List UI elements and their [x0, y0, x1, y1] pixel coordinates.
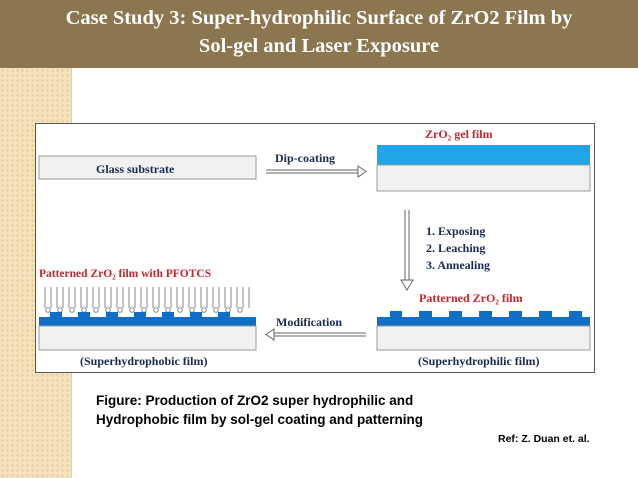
slide-title-line-2: Sol-gel and Laser Exposure [198, 35, 440, 57]
reference-text: Ref: Z. Duan et. al. [498, 433, 590, 445]
gel-film-substrate [376, 164, 591, 192]
gel-film-layer [377, 145, 590, 165]
modification-arrow-icon [265, 328, 366, 341]
superhydrophobic-label: (Superhydrophobic film) [80, 354, 208, 368]
patterned-film-right [376, 311, 591, 351]
caption-line-1: Figure: Production of ZrO2 super hydroph… [96, 393, 414, 408]
pfotcs-film-label: Patterned ZrO₂ film with PFOTCS [39, 268, 212, 280]
dip-coating-label: Dip-coating [275, 151, 335, 165]
glass-substrate-label: Glass substrate [96, 162, 175, 176]
slide-title: Case Study 3: Super-hydrophilic Surface … [0, 4, 638, 60]
step-leaching: 2. Leaching [426, 241, 486, 255]
glass-substrate-block [38, 155, 257, 180]
slide-title-line-1: Case Study 3: Super-hydrophilic Surface … [65, 7, 573, 29]
process-down-arrow-icon [400, 210, 414, 291]
figure-caption: Figure: Production of ZrO2 super hydroph… [96, 391, 526, 429]
step-exposing: 1. Exposing [426, 224, 486, 238]
superhydrophilic-label: (Superhydrophilic film) [418, 354, 540, 368]
title-banner: Case Study 3: Super-hydrophilic Surface … [0, 0, 638, 68]
patterned-film-label: Patterned ZrO₂ film [419, 291, 523, 305]
dip-coating-arrow-icon [266, 165, 367, 178]
process-figure: Glass substrate Dip-coating ZrO₂ gel fil… [35, 123, 595, 373]
pfotcs-film-left [38, 287, 257, 351]
caption-line-2: Hydrophobic film by sol-gel coating and … [96, 412, 424, 427]
step-annealing: 3. Annealing [426, 258, 491, 272]
gel-film-label: ZrO₂ gel film [425, 127, 493, 141]
modification-label: Modification [276, 315, 342, 329]
process-diagram [38, 145, 591, 351]
